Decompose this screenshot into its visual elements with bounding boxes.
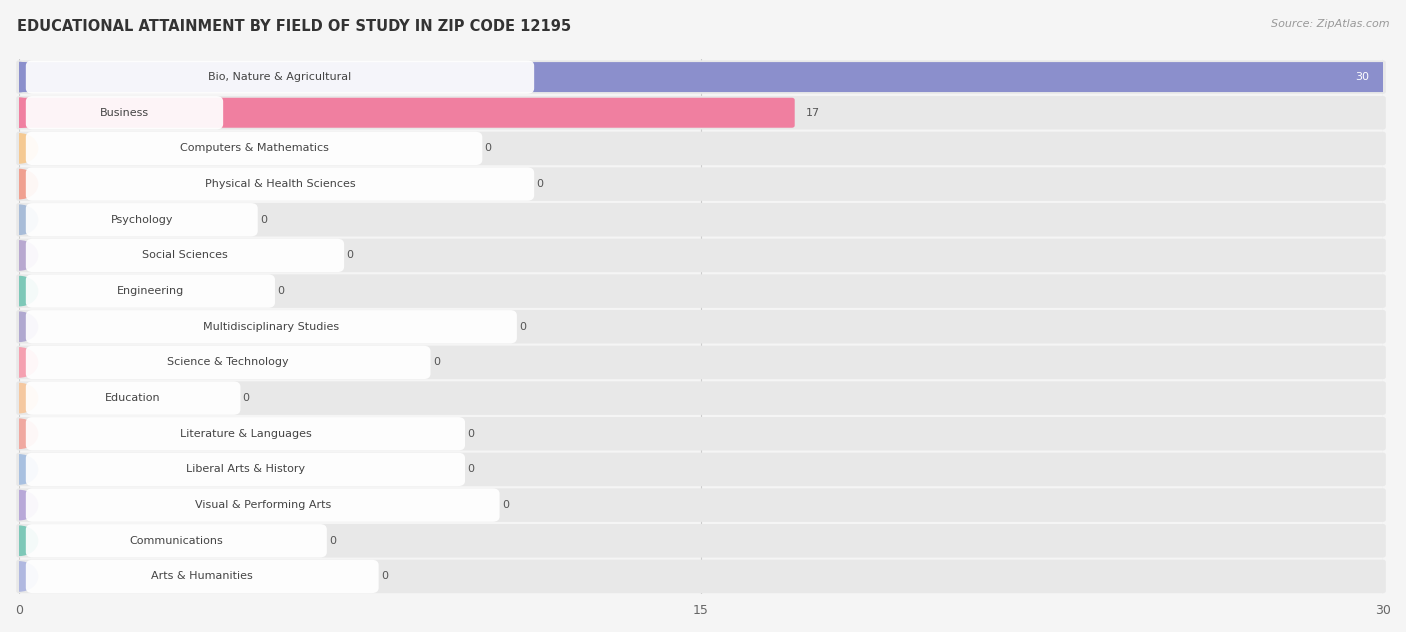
Text: Bio, Nature & Agricultural: Bio, Nature & Agricultural [208,72,352,82]
Circle shape [0,312,38,341]
Text: 0: 0 [485,143,492,154]
Circle shape [0,562,38,591]
Text: Psychology: Psychology [111,215,173,225]
Circle shape [0,490,38,520]
Text: 0: 0 [329,536,336,546]
FancyBboxPatch shape [17,62,1386,92]
FancyBboxPatch shape [25,417,465,451]
Text: Engineering: Engineering [117,286,184,296]
Text: Education: Education [105,393,160,403]
FancyBboxPatch shape [17,98,794,128]
Text: 0: 0 [467,465,474,475]
FancyBboxPatch shape [17,60,1386,94]
FancyBboxPatch shape [17,381,1386,415]
FancyBboxPatch shape [25,524,326,557]
Text: Multidisciplinary Studies: Multidisciplinary Studies [204,322,339,332]
FancyBboxPatch shape [25,489,499,522]
Text: Social Sciences: Social Sciences [142,250,228,260]
Circle shape [0,134,38,163]
Text: 0: 0 [433,358,440,367]
Text: Source: ZipAtlas.com: Source: ZipAtlas.com [1271,19,1389,29]
Text: EDUCATIONAL ATTAINMENT BY FIELD OF STUDY IN ZIP CODE 12195: EDUCATIONAL ATTAINMENT BY FIELD OF STUDY… [17,19,571,34]
FancyBboxPatch shape [17,524,1386,557]
FancyBboxPatch shape [17,560,1386,593]
Text: 0: 0 [519,322,526,332]
FancyBboxPatch shape [25,239,344,272]
FancyBboxPatch shape [17,274,1386,308]
Circle shape [0,169,38,198]
Circle shape [0,384,38,413]
Circle shape [0,276,38,306]
Circle shape [0,241,38,270]
Text: Arts & Humanities: Arts & Humanities [152,571,253,581]
FancyBboxPatch shape [17,489,1386,522]
FancyBboxPatch shape [17,346,1386,379]
FancyBboxPatch shape [17,453,1386,486]
Circle shape [0,63,38,92]
Text: Business: Business [100,107,149,118]
Circle shape [0,98,38,128]
Text: Visual & Performing Arts: Visual & Performing Arts [194,500,330,510]
FancyBboxPatch shape [17,239,1386,272]
Text: 0: 0 [260,215,267,225]
FancyBboxPatch shape [25,274,276,308]
Circle shape [0,205,38,234]
FancyBboxPatch shape [17,310,1386,344]
Text: 0: 0 [277,286,284,296]
Text: Science & Technology: Science & Technology [167,358,290,367]
FancyBboxPatch shape [17,131,1386,165]
Text: Liberal Arts & History: Liberal Arts & History [186,465,305,475]
Circle shape [0,455,38,484]
Text: 0: 0 [467,428,474,439]
FancyBboxPatch shape [17,203,1386,236]
Text: Physical & Health Sciences: Physical & Health Sciences [205,179,356,189]
FancyBboxPatch shape [25,560,378,593]
Text: 0: 0 [346,250,353,260]
FancyBboxPatch shape [25,61,534,94]
FancyBboxPatch shape [17,96,1386,130]
FancyBboxPatch shape [25,167,534,201]
Circle shape [0,419,38,448]
FancyBboxPatch shape [25,453,465,486]
Text: 0: 0 [243,393,250,403]
Text: Literature & Languages: Literature & Languages [180,428,311,439]
Text: 0: 0 [537,179,544,189]
FancyBboxPatch shape [25,131,482,165]
FancyBboxPatch shape [17,417,1386,451]
Circle shape [0,348,38,377]
Text: 30: 30 [1355,72,1369,82]
FancyBboxPatch shape [25,310,517,343]
Text: Communications: Communications [129,536,224,546]
Text: 0: 0 [381,571,388,581]
FancyBboxPatch shape [25,96,224,130]
FancyBboxPatch shape [25,382,240,415]
FancyBboxPatch shape [25,203,257,236]
Circle shape [0,526,38,556]
Text: 0: 0 [502,500,509,510]
FancyBboxPatch shape [25,346,430,379]
Text: Computers & Mathematics: Computers & Mathematics [180,143,329,154]
Text: 17: 17 [806,107,820,118]
FancyBboxPatch shape [17,167,1386,201]
